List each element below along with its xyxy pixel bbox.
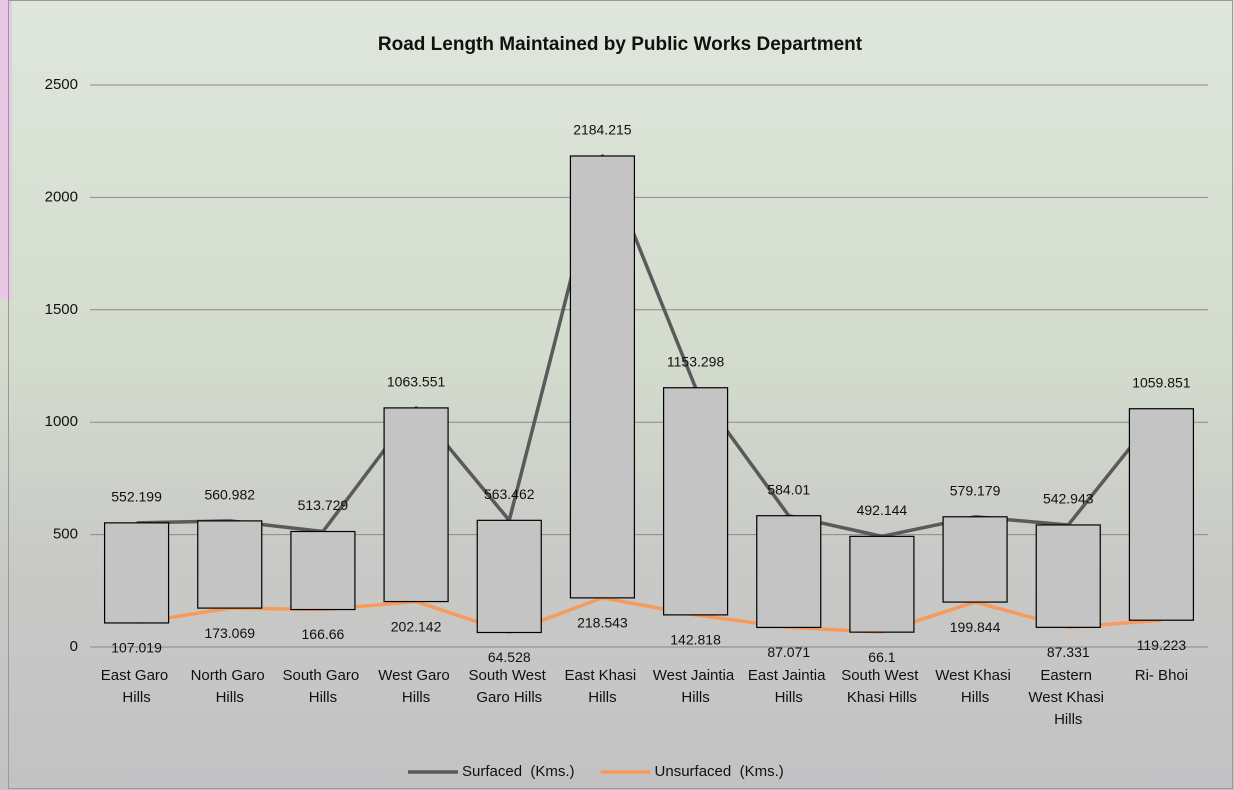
- value-label: 66.1: [868, 649, 895, 665]
- chart: Road Length Maintained by Public Works D…: [0, 0, 1234, 790]
- value-label: 142.818: [670, 632, 721, 648]
- y-tick-label: 500: [53, 526, 78, 543]
- value-label: 2184.215: [573, 122, 632, 138]
- value-label: 87.331: [1047, 644, 1090, 660]
- value-label: 218.543: [577, 615, 628, 631]
- up-down-bar: [570, 156, 634, 598]
- value-label: 513.729: [298, 497, 349, 513]
- value-label: 199.844: [950, 619, 1001, 635]
- up-down-bar: [850, 536, 914, 632]
- y-tick-label: 1500: [45, 301, 78, 318]
- up-down-bar: [477, 520, 541, 632]
- y-tick-label: 2500: [45, 76, 78, 93]
- value-label: 64.528: [488, 649, 531, 665]
- value-label: 173.069: [204, 625, 255, 641]
- value-label: 107.019: [111, 640, 162, 656]
- legend-label: Surfaced (Kms.): [462, 763, 575, 780]
- up-down-bar: [291, 532, 355, 610]
- up-down-bar: [943, 517, 1007, 602]
- up-down-bar: [757, 516, 821, 628]
- up-down-bar: [105, 523, 169, 623]
- up-down-bar: [664, 388, 728, 615]
- chart-title: Road Length Maintained by Public Works D…: [378, 34, 863, 55]
- x-tick-label: Ri- Bhoi: [1135, 667, 1188, 684]
- value-label: 552.199: [111, 489, 162, 505]
- value-label: 202.142: [391, 618, 442, 634]
- value-label: 492.144: [857, 502, 908, 518]
- value-label: 542.943: [1043, 491, 1094, 507]
- up-down-bar: [1129, 409, 1193, 620]
- value-label: 87.071: [767, 644, 810, 660]
- y-tick-label: 2000: [45, 188, 78, 205]
- value-label: 166.66: [302, 626, 345, 642]
- up-down-bar: [1036, 525, 1100, 627]
- legend-label: Unsurfaced (Kms.): [655, 763, 784, 780]
- background-strip: [0, 0, 12, 300]
- up-down-bar: [384, 408, 448, 602]
- up-down-bar: [198, 521, 262, 608]
- y-tick-label: 0: [70, 638, 78, 655]
- value-label: 1063.551: [387, 374, 446, 390]
- value-label: 560.982: [204, 487, 255, 503]
- value-label: 584.01: [767, 481, 810, 497]
- y-tick-label: 1000: [45, 413, 78, 430]
- value-label: 119.223: [1137, 637, 1187, 653]
- value-label: 563.462: [484, 486, 535, 502]
- value-label: 1153.298: [667, 353, 725, 369]
- value-label: 579.179: [950, 483, 1001, 499]
- value-label: 1059.851: [1132, 374, 1191, 390]
